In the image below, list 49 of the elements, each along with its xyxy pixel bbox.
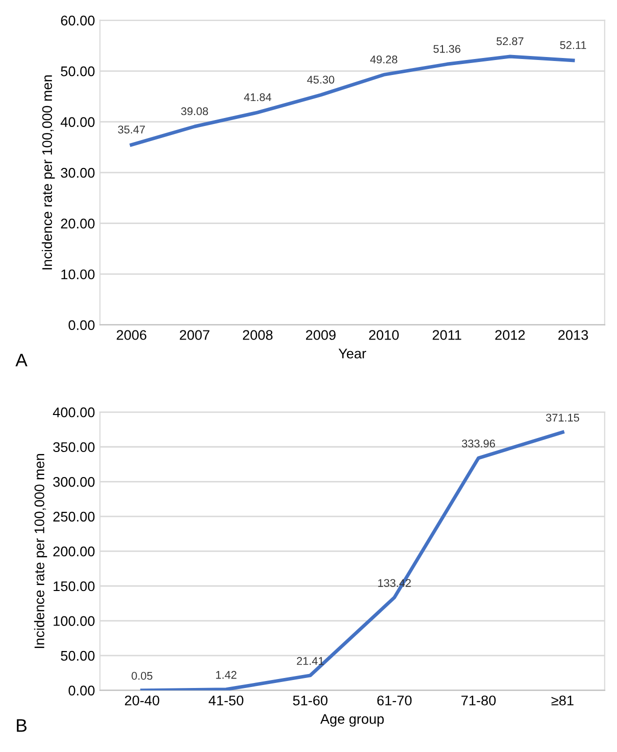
x-tick-label: 51-60 <box>293 696 328 706</box>
data-label: 45.30 <box>307 76 334 84</box>
x-tick-label: 41-50 <box>208 696 244 706</box>
y-tick-label: 350.00 <box>53 442 95 452</box>
data-label: 39.08 <box>181 107 208 116</box>
y-tick-label: 30.00 <box>60 168 95 178</box>
x-tick-label: 2008 <box>242 330 273 340</box>
x-tick-label: 2011 <box>432 330 462 340</box>
y-tick-label: 60.00 <box>61 16 95 26</box>
data-label: 371.15 <box>546 414 580 422</box>
y-tick-label: 20.00 <box>61 218 95 229</box>
x-tick-label: 20-40 <box>124 696 160 706</box>
y-tick-label: 100.00 <box>54 616 95 626</box>
x-axis-title: Age group <box>320 714 384 727</box>
y-tick-label: 50.00 <box>60 650 95 661</box>
y-tick-label: 40.00 <box>60 117 95 127</box>
y-tick-label: 200.00 <box>53 546 95 556</box>
data-label: 49.28 <box>370 56 398 64</box>
y-tick-label: 150.00 <box>54 581 95 592</box>
x-tick-label: 61-70 <box>377 696 412 706</box>
x-tick-label: 2006 <box>116 330 146 340</box>
x-tick-label: 71-80 <box>461 696 496 706</box>
data-label: 0.05 <box>132 672 152 680</box>
x-tick-label: 2009 <box>306 330 336 340</box>
y-tick-label: 0.00 <box>68 686 95 696</box>
y-tick-label: 300.00 <box>53 476 95 487</box>
y-tick-label: 250.00 <box>53 512 95 522</box>
data-label: 52.11 <box>560 41 586 50</box>
y-tick-label: 0.00 <box>68 320 95 330</box>
x-tick-label: 2010 <box>369 330 399 340</box>
x-tick-label: ≥81 <box>552 696 574 706</box>
data-label: 41.84 <box>244 93 272 102</box>
data-label: 52.87 <box>496 37 524 46</box>
text: A <box>15 354 28 366</box>
y-axis-title: Incidence rate per 100,000 men <box>34 454 48 648</box>
y-tick-label: 50.00 <box>60 66 95 76</box>
x-tick-label: 2012 <box>495 330 525 340</box>
data-label: 51.36 <box>433 44 460 53</box>
x-axis-title: Year <box>338 348 366 358</box>
data-label: 21.41 <box>296 657 324 665</box>
y-tick-label: 400.00 <box>52 407 95 418</box>
y-tick-label: 10.00 <box>61 269 95 280</box>
text: B <box>16 719 27 732</box>
y-axis-title: Incidence rate per 100,000 men <box>42 75 55 270</box>
data-label: 1.42 <box>216 670 236 679</box>
x-tick-label: 2013 <box>558 330 588 340</box>
data-label: 333.96 <box>462 440 495 448</box>
x-tick-label: 2007 <box>180 330 210 340</box>
data-label: 35.47 <box>118 126 145 134</box>
